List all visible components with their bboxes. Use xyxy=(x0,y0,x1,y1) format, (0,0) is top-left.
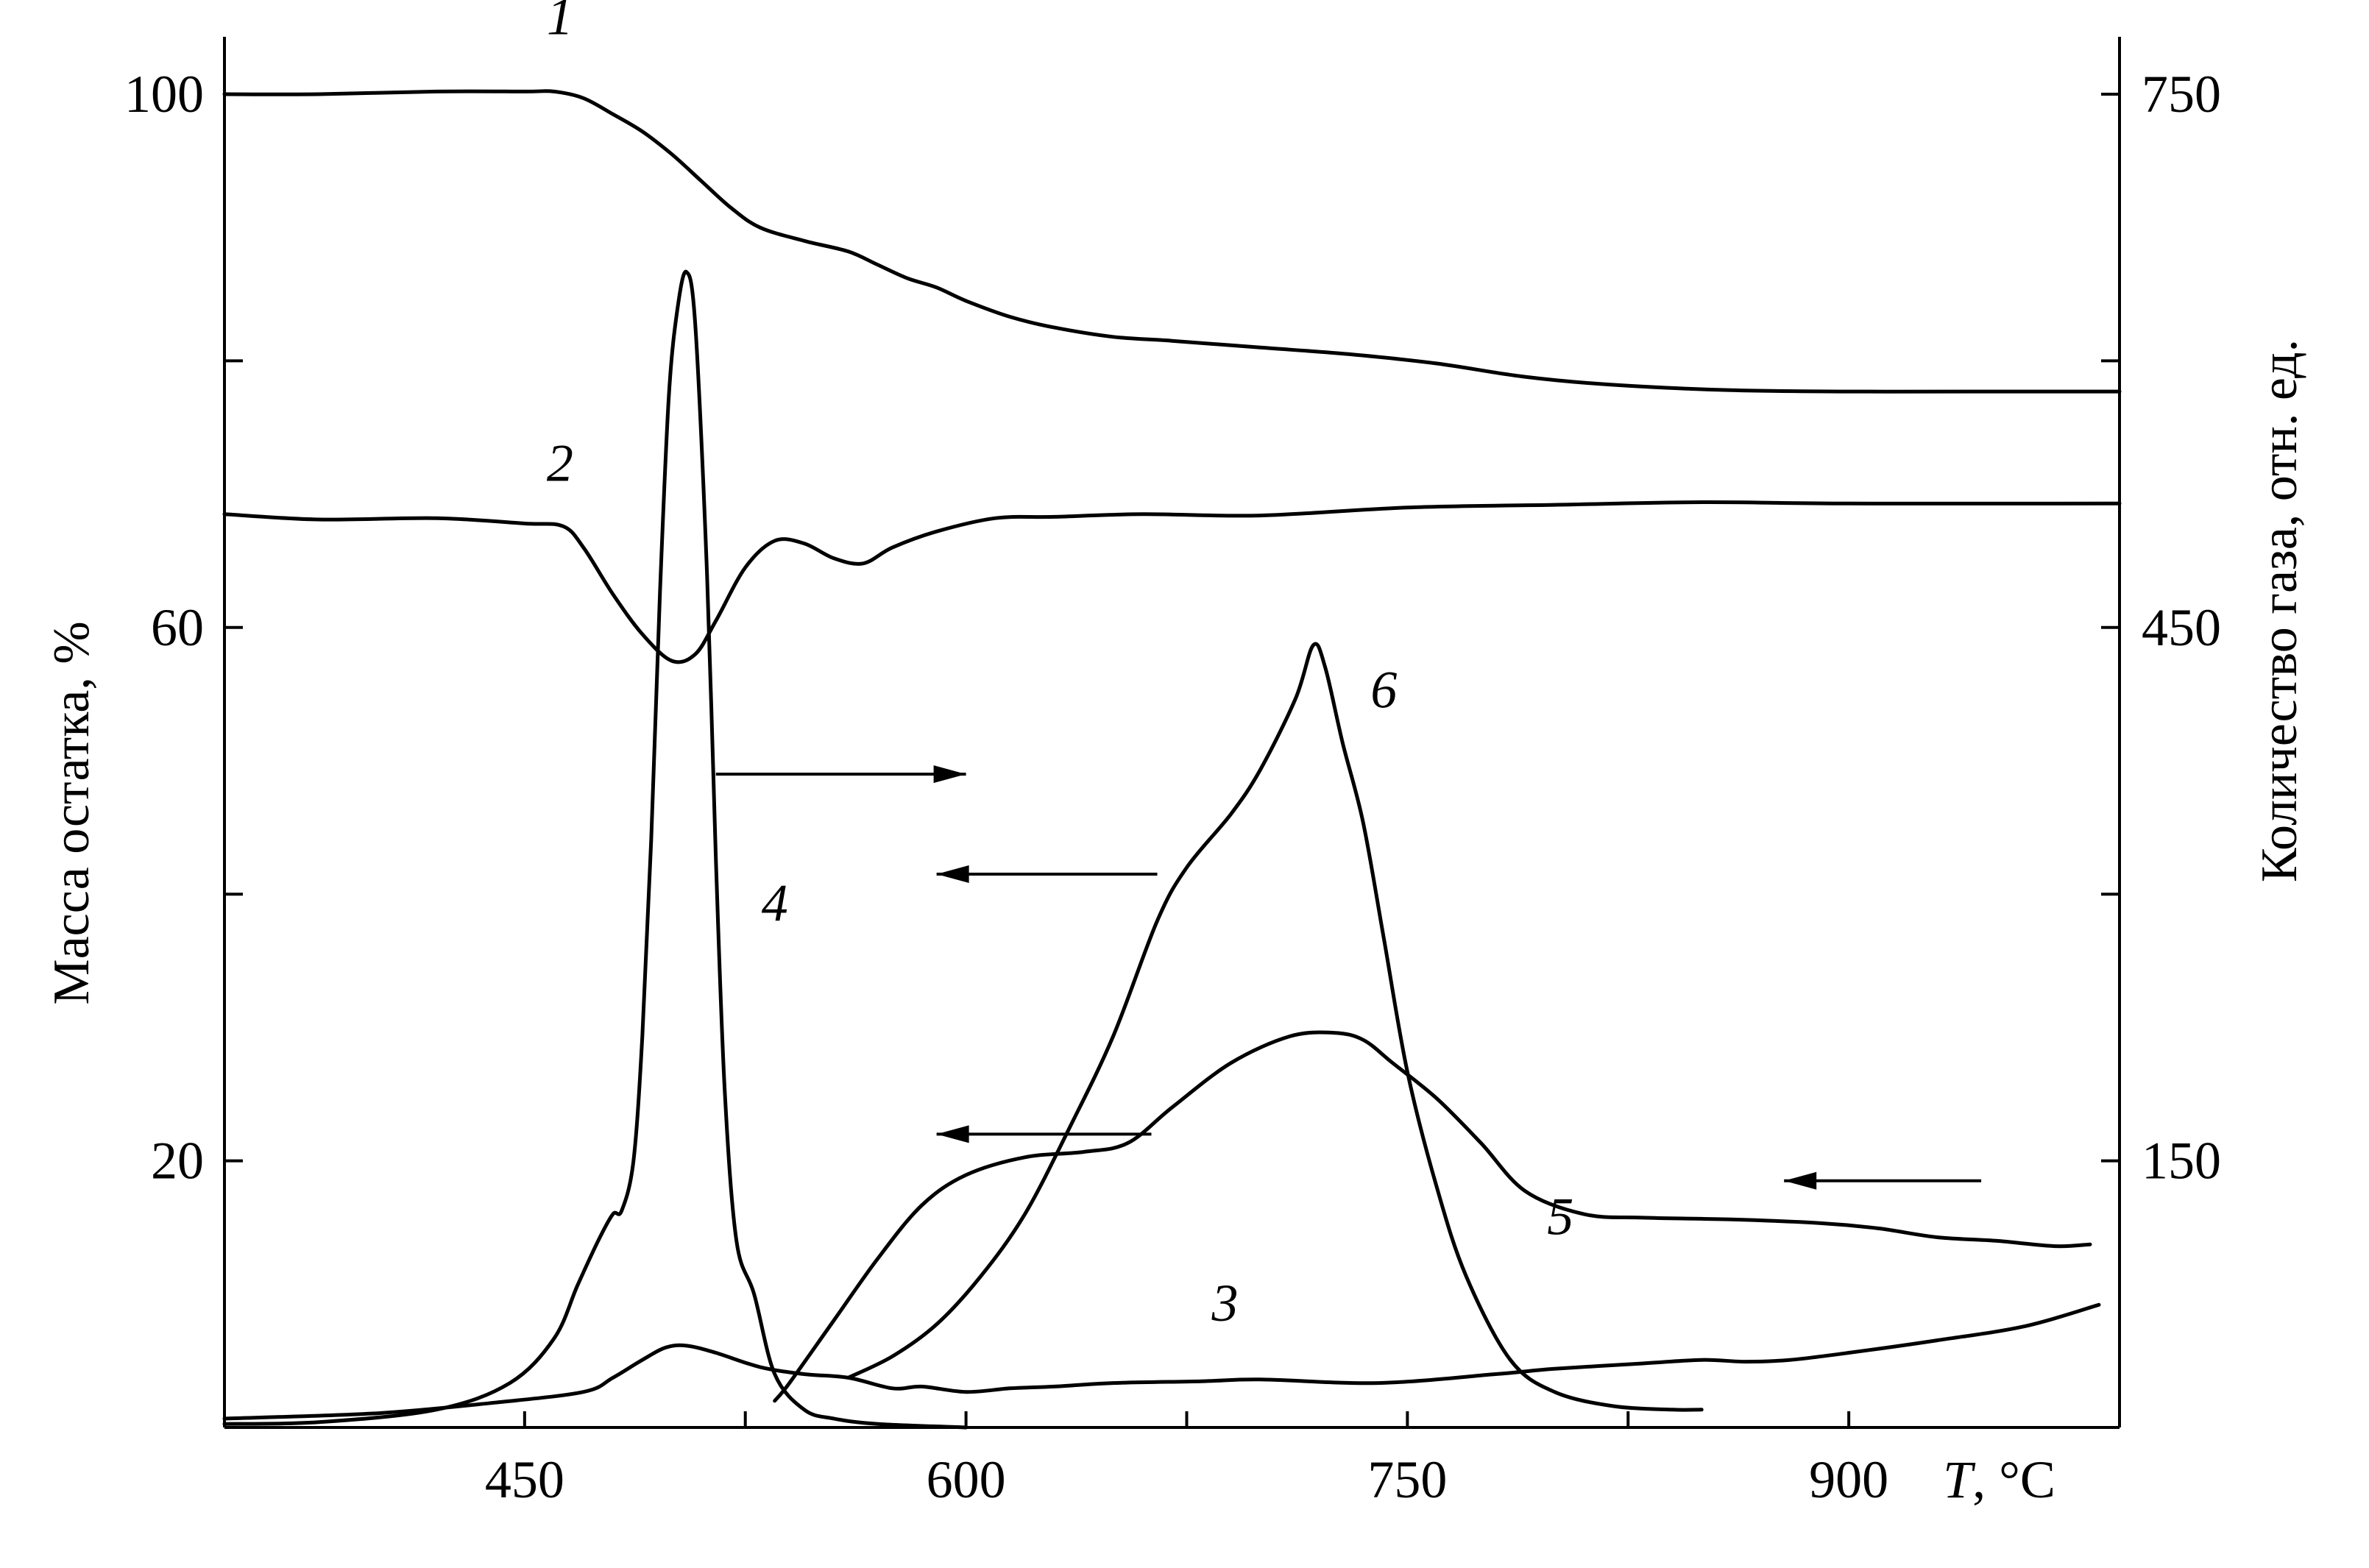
series-line-3 xyxy=(222,1302,2101,1421)
y-axis-left-title: Масса остатка, % xyxy=(43,621,100,1004)
axis-pointer-arrow xyxy=(936,1125,1152,1143)
y-right-tick-label: 150 xyxy=(2142,1132,2221,1191)
curve-label-6: 6 xyxy=(1370,661,1397,720)
y-left-tick-label: 60 xyxy=(151,598,204,657)
series-line-1 xyxy=(222,89,2122,394)
y-left-tick-label: 20 xyxy=(151,1132,204,1191)
series-line-4 xyxy=(222,269,969,1430)
curve-label-2: 2 xyxy=(547,433,573,492)
series-line-6 xyxy=(846,642,1704,1412)
axes: 20 60 100 150 450 750 450 600 750 900 T, °C xyxy=(124,37,2221,1509)
y-axis-right-title: Количество газа, отн. ед. xyxy=(2251,339,2308,882)
y-right-tick-label: 450 xyxy=(2142,598,2221,657)
x-tick-label: 750 xyxy=(1367,1450,1447,1509)
series-line-5 xyxy=(773,1030,2092,1403)
series-line-2 xyxy=(222,500,2122,664)
y-right-tick-label: 750 xyxy=(2142,65,2221,124)
axis-pointer-arrow xyxy=(936,865,1158,884)
x-tick-label: 600 xyxy=(927,1450,1006,1509)
curve-label-5: 5 xyxy=(1547,1187,1573,1246)
x-tick-label: 450 xyxy=(485,1450,564,1509)
x-tick-label: 900 xyxy=(1809,1450,1888,1509)
axis-pointer-arrow xyxy=(1784,1171,1982,1190)
y-left-tick-label: 100 xyxy=(124,65,204,124)
curve-label-1: 1 xyxy=(547,0,573,46)
curve-label-3: 3 xyxy=(1211,1274,1238,1333)
axis-pointer-arrow xyxy=(715,765,966,784)
series-layer xyxy=(222,89,2122,1430)
annotations: 1 2 3 4 5 6 xyxy=(547,0,1982,1333)
x-axis-title: T, °C xyxy=(1943,1450,2055,1509)
curve-label-4: 4 xyxy=(762,873,788,932)
